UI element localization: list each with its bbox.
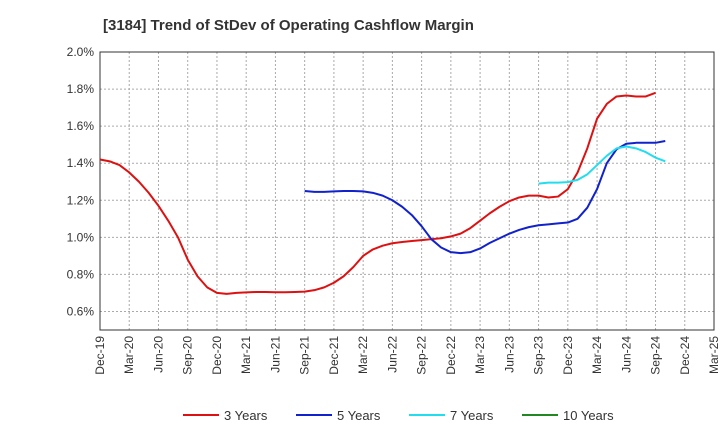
series-lines [99,91,666,295]
y-tick-label: 1.6% [67,119,95,133]
legend-label: 5 Years [337,408,381,423]
x-tick-label: Dec-24 [678,336,692,375]
series-line-2 [538,145,666,185]
x-axis: Dec-19 Mar-20 Jun-20 Sep-20 Dec-20 Mar-21 Jun-… [93,336,720,375]
legend-label: 7 Years [450,408,494,423]
x-tick-label: Mar-23 [473,336,487,374]
x-tick-label: Sep-22 [415,336,429,375]
x-tick-label: Jun-20 [151,336,165,373]
x-tick-label: Mar-25 [707,336,720,374]
x-tick-label: Jun-21 [268,336,282,373]
chart-grid [99,51,715,330]
x-tick-label: Sep-21 [298,336,312,375]
x-tick-label: Sep-23 [532,336,546,375]
x-tick-label: Mar-20 [122,336,136,374]
series-line-1 [304,139,666,255]
series-line-0 [99,91,656,295]
y-axis: 0.6% 0.8% 1.0% 1.2% 1.4% 1.6% 1.8% 2.0% [67,45,95,318]
y-tick-label: 0.6% [67,304,95,318]
x-tick-label: Sep-20 [181,336,195,375]
x-tick-label: Mar-21 [239,336,253,374]
legend-label: 3 Years [224,408,268,423]
x-tick-label: Sep-24 [649,336,663,375]
x-tick-label: Jun-24 [619,336,633,373]
x-tick-label: Mar-24 [590,336,604,374]
legend: 3 Years 5 Years 7 Years 10 Years [183,408,614,423]
x-tick-label: Dec-20 [210,336,224,375]
y-tick-label: 0.8% [67,267,95,281]
y-tick-label: 1.8% [67,82,95,96]
y-tick-label: 1.0% [67,230,95,244]
y-tick-label: 1.2% [67,193,95,207]
x-tick-label: Dec-19 [93,336,107,375]
x-tick-label: Mar-22 [356,336,370,374]
x-tick-label: Jun-23 [502,336,516,373]
chart-title: [3184] Trend of StDev of Operating Cashf… [103,17,474,34]
legend-label: 10 Years [563,408,614,423]
x-tick-label: Dec-23 [561,336,575,375]
x-tick-label: Jun-22 [385,336,399,373]
y-tick-label: 1.4% [67,156,95,170]
x-tick-label: Dec-21 [327,336,341,375]
plot-frame [99,51,715,331]
y-tick-label: 2.0% [67,45,95,59]
x-tick-label: Dec-22 [444,336,458,375]
